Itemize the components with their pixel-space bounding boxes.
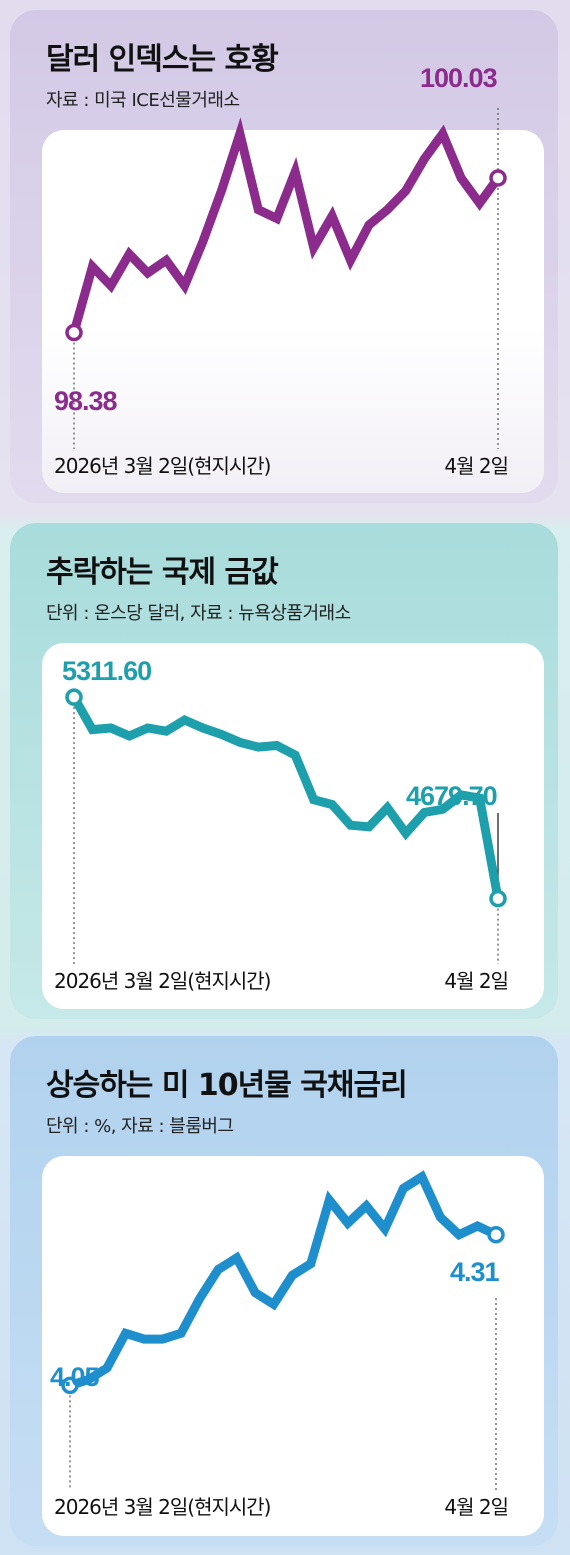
chart-title: 상승하는 미 10년물 국채금리: [46, 1068, 408, 1103]
start-point: [65, 688, 83, 706]
dollar-index-chart: 98.38 100.03 2026년 3월 2일(현지시간) 4월 2일: [54, 63, 509, 478]
gold-price-panel: 추락하는 국제 금값 단위 : 온스당 달러, 자료 : 뉴욕상품거래소 531…: [10, 523, 558, 1019]
start-point: [65, 323, 83, 342]
series-line: [69, 117, 503, 337]
x-start-label: 2026년 3월 2일(현지시간): [54, 454, 271, 478]
series-line: [69, 692, 503, 904]
chart-title: 추락하는 국제 금값: [46, 555, 279, 590]
chart-source: 단위 : %, 자료 : 블룸버그: [46, 1116, 234, 1137]
dollar-chart-card: [42, 130, 544, 493]
end-point: [489, 169, 507, 187]
series-line: [65, 1170, 501, 1390]
treasury-yield-panel: 상승하는 미 10년물 국채금리 단위 : %, 자료 : 블룸버그 4.05 4…: [10, 1036, 558, 1546]
end-value-label: 4.31: [450, 1257, 500, 1287]
start-value-label: 98.38: [54, 386, 118, 416]
end-point: [489, 889, 507, 908]
end-value-label: 100.03: [420, 63, 498, 93]
end-point: [487, 1225, 505, 1244]
x-start-label: 2026년 3월 2일(현지시간): [54, 1495, 271, 1519]
dollar-index-panel: 달러 인덱스는 호황 자료 : 미국 ICE선물거래소 98.38 100.03 2…: [10, 10, 558, 503]
end-value-label: 4679.70: [406, 781, 497, 811]
chart-source: 단위 : 온스당 달러, 자료 : 뉴욕상품거래소: [46, 603, 351, 624]
x-end-label: 4월 2일: [444, 454, 508, 478]
gold-price-chart: 5311.60 4679.70 2026년 3월 2일(현지시간) 4월 2일: [54, 656, 509, 993]
start-value-label: 5311.60: [62, 656, 151, 686]
gold-chart-card: [42, 643, 544, 1009]
start-point: [61, 1376, 79, 1395]
treasury-yield-chart: 4.05 4.31 2026년 3월 2일(현지시간) 4월 2일: [50, 1170, 509, 1519]
treasury-chart-card: [42, 1156, 544, 1536]
chart-source: 자료 : 미국 ICE선물거래소: [46, 90, 240, 111]
x-end-label: 4월 2일: [444, 1495, 508, 1519]
x-end-label: 4월 2일: [444, 969, 508, 993]
x-start-label: 2026년 3월 2일(현지시간): [54, 969, 271, 993]
start-value-label: 4.05: [50, 1362, 100, 1392]
chart-title: 달러 인덱스는 호황: [46, 42, 279, 77]
